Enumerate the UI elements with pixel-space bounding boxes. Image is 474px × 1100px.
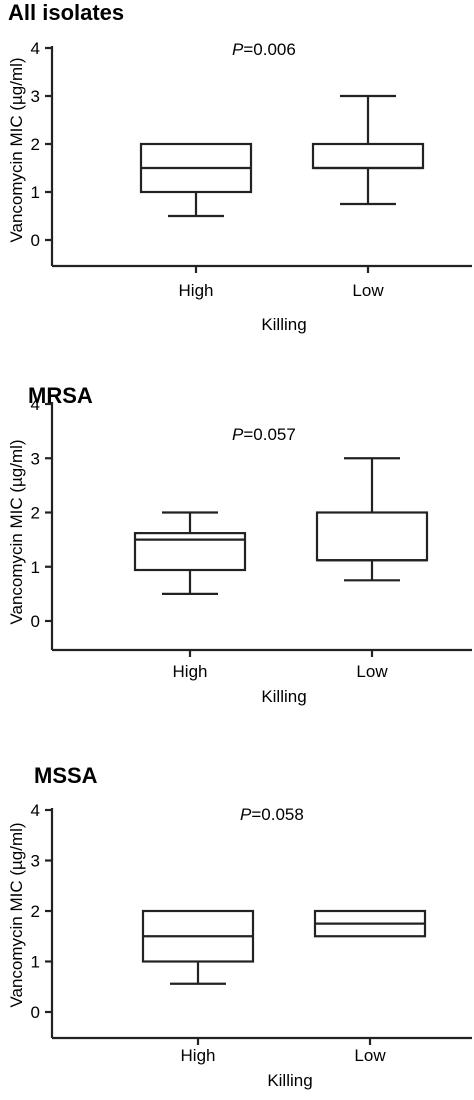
p-value-text: =0.006 — [243, 40, 295, 59]
y-tick-label: 1 — [31, 183, 40, 202]
y-axis-label: Vancomycin MIC (µg/ml) — [7, 57, 26, 242]
y-tick-label: 2 — [31, 902, 40, 921]
box-rect — [311, 142, 425, 170]
p-value-text: =0.058 — [251, 805, 303, 824]
p-value-text: =0.057 — [243, 425, 295, 444]
plot-area: 0 1 2 3 4 High Low — [31, 801, 472, 1065]
x-tick-label: Low — [356, 662, 388, 681]
y-tick-label: 3 — [31, 449, 40, 468]
x-axis-label: Killing — [267, 1071, 312, 1090]
y-axis-label: Vancomycin MIC (µg/ml) — [7, 822, 26, 1007]
y-axis-label: Vancomycin MIC (µg/ml) — [7, 439, 26, 624]
y-tick-label: 1 — [31, 953, 40, 972]
plot-area: 0 1 2 3 4 High Low — [31, 39, 472, 300]
y-tick-label: 4 — [31, 395, 40, 414]
p-value: P=0.058 — [240, 805, 304, 824]
y-tick-label: 2 — [31, 135, 40, 154]
y-tick-label: 0 — [31, 1003, 40, 1022]
x-tick-label: High — [173, 662, 208, 681]
y-tick-label: 0 — [31, 231, 40, 250]
y-tick-label: 4 — [31, 801, 40, 820]
p-value: P=0.006 — [232, 40, 296, 59]
chart-svg: MRSA P=0.057 Vancomycin MIC (µg/ml) Kill… — [7, 383, 472, 706]
chart-panel-mssa: MSSA P=0.058 Vancomycin MIC (µg/ml) Kill… — [0, 740, 474, 1100]
p-value-prefix: P — [240, 805, 252, 824]
chart-title: MSSA — [34, 763, 98, 788]
y-tick-label: 0 — [31, 612, 40, 631]
p-value: P=0.057 — [232, 425, 296, 444]
box-rect — [315, 511, 429, 562]
p-value-prefix: P — [232, 425, 244, 444]
y-tick-label: 2 — [31, 504, 40, 523]
y-tick-label: 4 — [31, 39, 40, 58]
y-tick-label: 3 — [31, 852, 40, 871]
p-value-prefix: P — [232, 40, 244, 59]
chart-panel-all-isolates: All isolates P=0.006 Vancomycin MIC (µg/… — [0, 0, 474, 360]
x-axis-label: Killing — [261, 687, 306, 706]
y-tick-label: 1 — [31, 558, 40, 577]
chart-svg: All isolates P=0.006 Vancomycin MIC (µg/… — [7, 0, 472, 334]
chart-title: MRSA — [28, 383, 93, 408]
chart-panel-mrsa: MRSA P=0.057 Vancomycin MIC (µg/ml) Kill… — [0, 360, 474, 720]
y-tick-label: 3 — [31, 87, 40, 106]
x-tick-label: Low — [354, 1046, 386, 1065]
plot-area: 0 1 2 3 4 High Low — [31, 395, 472, 681]
x-axis-label: Killing — [261, 315, 306, 334]
chart-svg: MSSA P=0.058 Vancomycin MIC (µg/ml) Kill… — [7, 763, 472, 1090]
x-tick-label: High — [181, 1046, 216, 1065]
x-tick-label: High — [179, 281, 214, 300]
x-tick-label: Low — [352, 281, 384, 300]
chart-title: All isolates — [8, 0, 124, 25]
